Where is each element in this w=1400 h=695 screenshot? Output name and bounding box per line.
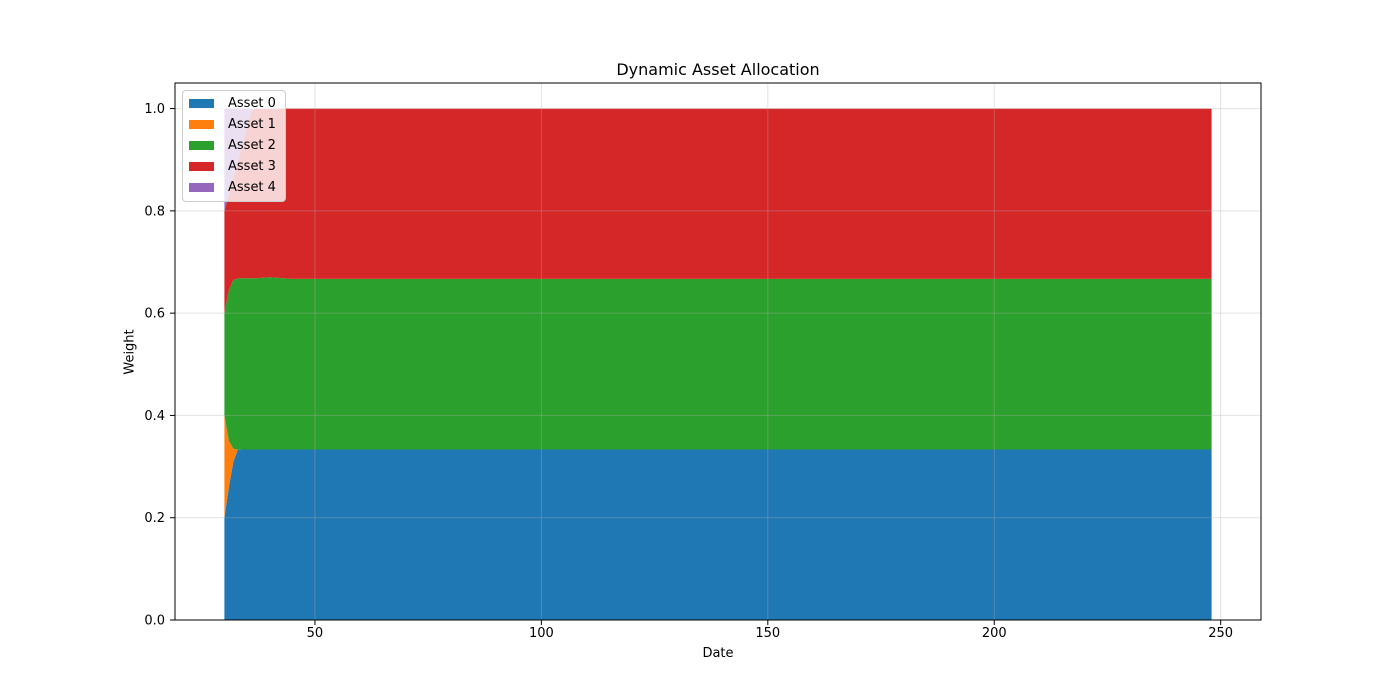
legend-item: Asset 0 (189, 95, 276, 112)
legend-swatch-icon (189, 183, 214, 192)
area-asset-3 (224, 108, 1212, 314)
x-axis-label: Date (702, 646, 734, 661)
area-asset-2 (224, 277, 1212, 450)
y-tick-label: 1.0 (144, 102, 165, 117)
legend-item: Asset 3 (189, 158, 276, 175)
legend: Asset 0 Asset 1 Asset 2 Asset 3 Asset 4 (182, 90, 286, 202)
x-tick-label: 50 (307, 626, 324, 641)
plot-frame (174, 82, 1262, 621)
legend-item-label: Asset 0 (228, 96, 276, 111)
area-asset-0 (224, 449, 1212, 620)
chart-title: Dynamic Asset Allocation (616, 60, 820, 79)
y-tick-label: 0.0 (144, 614, 165, 629)
legend-item-label: Asset 1 (228, 117, 276, 132)
legend-swatch-icon (189, 141, 214, 150)
legend-item: Asset 2 (189, 137, 276, 154)
legend-item: Asset 1 (189, 116, 276, 133)
legend-swatch-icon (189, 162, 214, 171)
legend-item-label: Asset 3 (228, 159, 276, 174)
legend-item-label: Asset 2 (228, 138, 276, 153)
x-tick-label: 100 (529, 626, 554, 641)
x-tick-label: 150 (755, 626, 780, 641)
x-tick-label: 200 (982, 626, 1007, 641)
legend-swatch-icon (189, 120, 214, 129)
x-tick-label: 250 (1208, 626, 1233, 641)
legend-swatch-icon (189, 99, 214, 108)
y-tick-label: 0.8 (144, 204, 165, 219)
y-tick-label: 0.6 (144, 307, 165, 322)
y-tick-label: 0.4 (144, 409, 165, 424)
y-tick-label: 0.2 (144, 511, 165, 526)
legend-item-label: Asset 4 (228, 180, 276, 195)
y-axis-label: Weight (122, 329, 138, 375)
legend-item: Asset 4 (189, 179, 276, 196)
